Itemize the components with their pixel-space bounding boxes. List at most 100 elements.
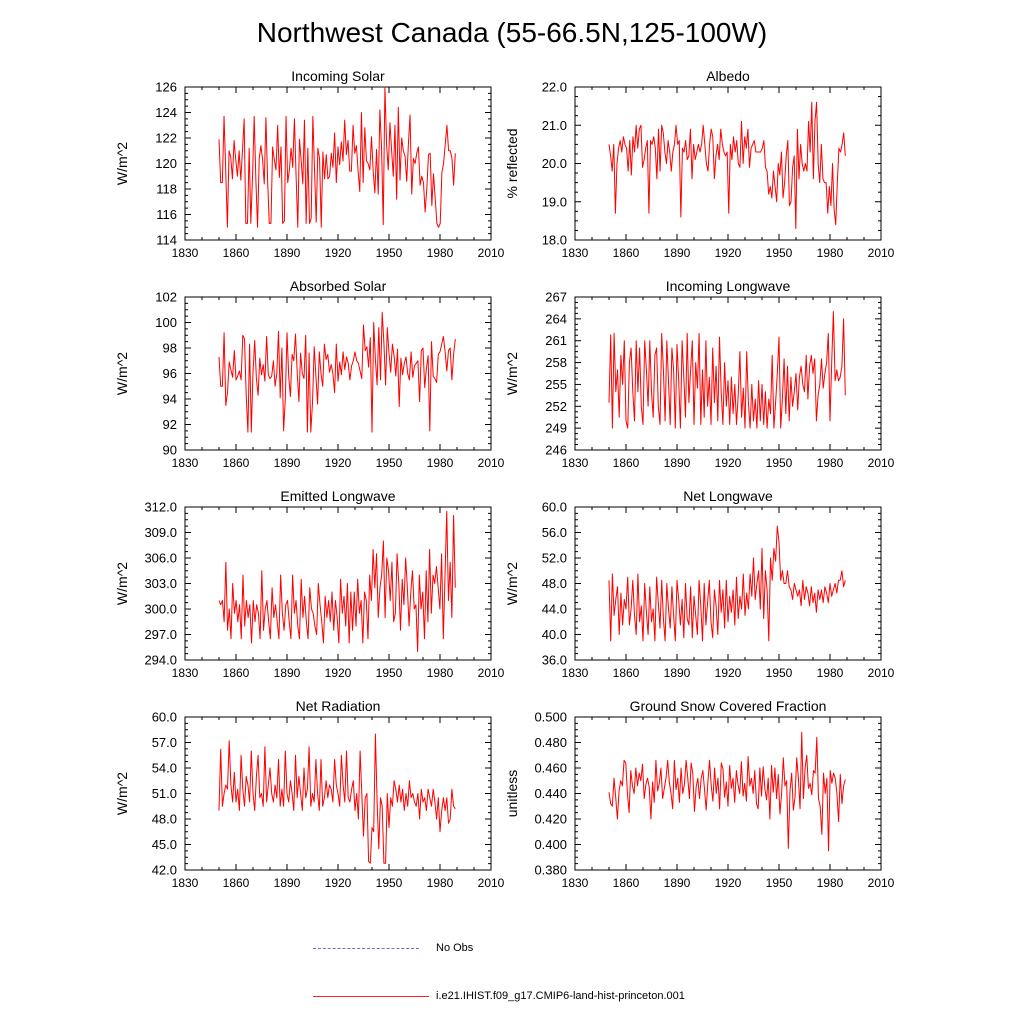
x-tick-label: 1920	[325, 876, 352, 890]
y-tick-label: 0.480	[534, 735, 567, 750]
panel-title: Emitted Longwave	[280, 488, 395, 504]
x-tick-label: 1950	[766, 456, 793, 470]
x-tick-label: 1830	[562, 876, 589, 890]
x-tick-label: 1920	[325, 246, 352, 260]
x-tick-label: 1860	[613, 666, 640, 680]
panel-title: Net Radiation	[296, 698, 381, 714]
y-tick-label: 40.0	[542, 627, 567, 642]
y-tick-label: 267	[545, 290, 567, 305]
y-tick-label: 56.0	[542, 525, 567, 540]
x-tick-label: 1920	[715, 246, 742, 260]
y-tick-label: 294.0	[144, 653, 177, 668]
y-tick-label: 303.0	[144, 576, 177, 591]
y-tick-label: 261	[545, 333, 567, 348]
y-tick-label: 300.0	[144, 602, 177, 617]
x-tick-label: 1890	[274, 456, 301, 470]
y-axis-label: W/m^2	[114, 352, 130, 395]
x-tick-label: 1860	[223, 876, 250, 890]
series-line-1	[218, 510, 456, 652]
y-tick-label: 0.380	[534, 863, 567, 878]
x-tick-label: 1890	[274, 246, 301, 260]
y-tick-label: 18.0	[542, 233, 567, 248]
x-tick-label: 1920	[715, 456, 742, 470]
x-tick-label: 1950	[376, 876, 403, 890]
y-tick-label: 98	[163, 341, 177, 356]
x-tick-label: 2010	[868, 666, 895, 680]
x-tick-label: 1890	[664, 876, 691, 890]
y-tick-label: 118	[156, 182, 177, 197]
x-tick-label: 1860	[223, 246, 250, 260]
x-tick-label: 1980	[817, 246, 844, 260]
figure-title: Northwest Canada (55-66.5N,125-100W)	[257, 17, 767, 48]
y-axis-label: % reflected	[504, 128, 520, 198]
panel-6: Net Longwave W/m^2 1830 1860 1890 1920 1950 198…	[504, 488, 895, 680]
y-tick-label: 114	[156, 233, 177, 248]
x-tick-label: 1950	[376, 246, 403, 260]
y-tick-label: 0.440	[534, 786, 567, 801]
y-tick-label: 42.0	[152, 863, 177, 878]
x-tick-label: 1950	[766, 246, 793, 260]
y-tick-label: 258	[545, 355, 567, 370]
y-tick-label: 51.0	[152, 786, 177, 801]
x-tick-label: 2010	[478, 246, 505, 260]
x-tick-label: 1860	[223, 666, 250, 680]
y-tick-label: 102	[155, 290, 177, 305]
panel-title: Incoming Longwave	[666, 278, 791, 294]
y-tick-label: 312.0	[144, 500, 177, 515]
series-line-1	[218, 733, 456, 864]
panel-title: Incoming Solar	[291, 68, 385, 84]
x-tick-label: 1920	[715, 876, 742, 890]
y-tick-label: 252	[545, 399, 567, 414]
panel-title: Net Longwave	[683, 488, 773, 504]
y-axis-label: W/m^2	[504, 562, 520, 605]
panel-3: Absorbed Solar W/m^2 1830 1860 1890 1920 1950 1…	[114, 278, 505, 470]
y-axis-label: W/m^2	[114, 772, 130, 815]
y-tick-label: 96	[163, 366, 177, 381]
y-tick-label: 309.0	[144, 525, 177, 540]
x-tick-label: 2010	[868, 876, 895, 890]
x-tick-label: 1860	[223, 456, 250, 470]
x-tick-label: 1890	[274, 666, 301, 680]
x-tick-label: 1980	[817, 456, 844, 470]
x-tick-label: 1890	[664, 666, 691, 680]
x-tick-label: 1830	[562, 666, 589, 680]
series-line-1	[608, 311, 846, 429]
y-tick-label: 94	[163, 392, 177, 407]
y-tick-label: 124	[155, 105, 177, 120]
x-tick-label: 2010	[478, 666, 505, 680]
legend-model-line	[313, 996, 429, 997]
y-tick-label: 264	[545, 311, 567, 326]
y-tick-label: 21.0	[542, 118, 567, 133]
legend-no-obs-line	[313, 948, 419, 949]
y-tick-label: 48.0	[152, 812, 177, 827]
y-tick-label: 0.420	[534, 812, 567, 827]
y-axis-label: W/m^2	[114, 562, 130, 605]
plot-frame	[574, 716, 882, 871]
y-axis-label: W/m^2	[114, 142, 130, 185]
panel-1: Incoming Solar W/m^2 1830 1860 1890 1920 1950 1…	[114, 68, 505, 260]
y-tick-label: 0.500	[534, 710, 567, 725]
y-tick-label: 116	[156, 207, 177, 222]
y-tick-label: 120	[155, 156, 177, 171]
x-tick-label: 1890	[664, 456, 691, 470]
x-tick-label: 1980	[427, 456, 454, 470]
x-tick-label: 1830	[172, 876, 199, 890]
panel-title: Albedo	[706, 68, 750, 84]
y-tick-label: 100	[155, 315, 177, 330]
y-tick-label: 44.0	[542, 602, 567, 617]
panel-8: Ground Snow Covered Fraction unitless 1830…	[504, 698, 895, 890]
y-tick-label: 19.0	[542, 194, 567, 209]
series-line-1	[608, 525, 846, 642]
x-tick-label: 1950	[376, 456, 403, 470]
x-tick-label: 1950	[766, 666, 793, 680]
y-tick-label: 126	[155, 80, 177, 95]
y-tick-label: 90	[163, 443, 177, 458]
y-tick-label: 20.0	[542, 156, 567, 171]
x-tick-label: 1830	[172, 456, 199, 470]
x-tick-label: 1890	[274, 876, 301, 890]
panel-title: Absorbed Solar	[290, 278, 387, 294]
x-tick-label: 1830	[562, 456, 589, 470]
legend-no-obs-label: No Obs	[436, 942, 474, 954]
y-tick-label: 22.0	[542, 80, 567, 95]
